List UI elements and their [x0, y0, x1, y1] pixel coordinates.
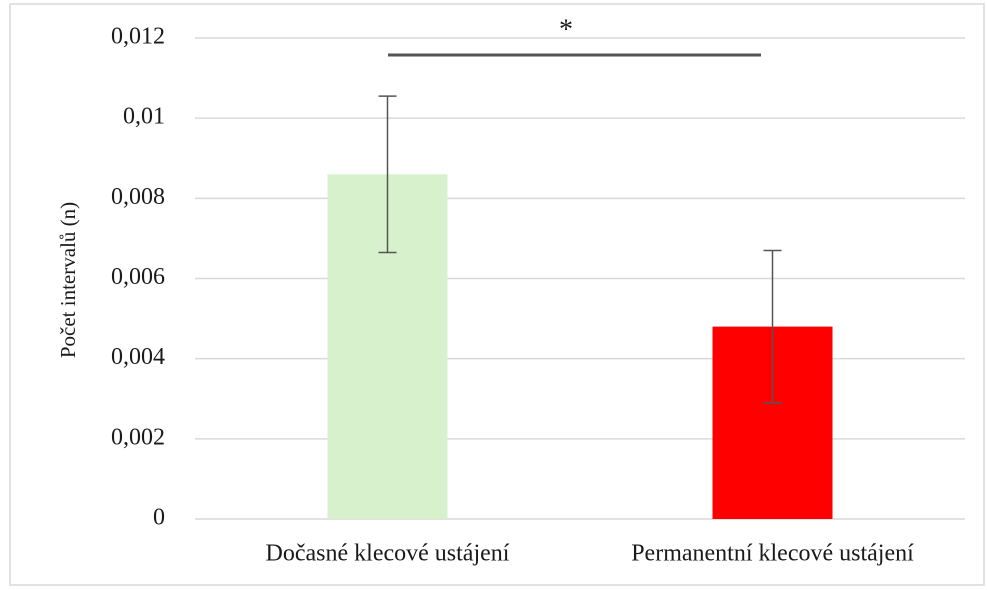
y-tick-label: 0,002 — [111, 424, 165, 450]
significance-marker: * — [559, 14, 573, 45]
y-axis-label: Počet intervalů (n) — [56, 202, 80, 358]
y-tick-label: 0,01 — [123, 104, 165, 130]
y-tick-label: 0,012 — [111, 24, 165, 50]
y-tick-label: 0,008 — [111, 184, 165, 210]
x-tick-label: Permanentní klecové ustájení — [631, 541, 914, 567]
y-tick-label: 0,006 — [111, 264, 165, 290]
y-tick-label: 0,004 — [111, 344, 165, 370]
x-tick-label: Dočasné klecové ustájení — [266, 541, 510, 567]
chart-frame — [9, 3, 985, 586]
y-tick-label: 0 — [153, 505, 165, 531]
